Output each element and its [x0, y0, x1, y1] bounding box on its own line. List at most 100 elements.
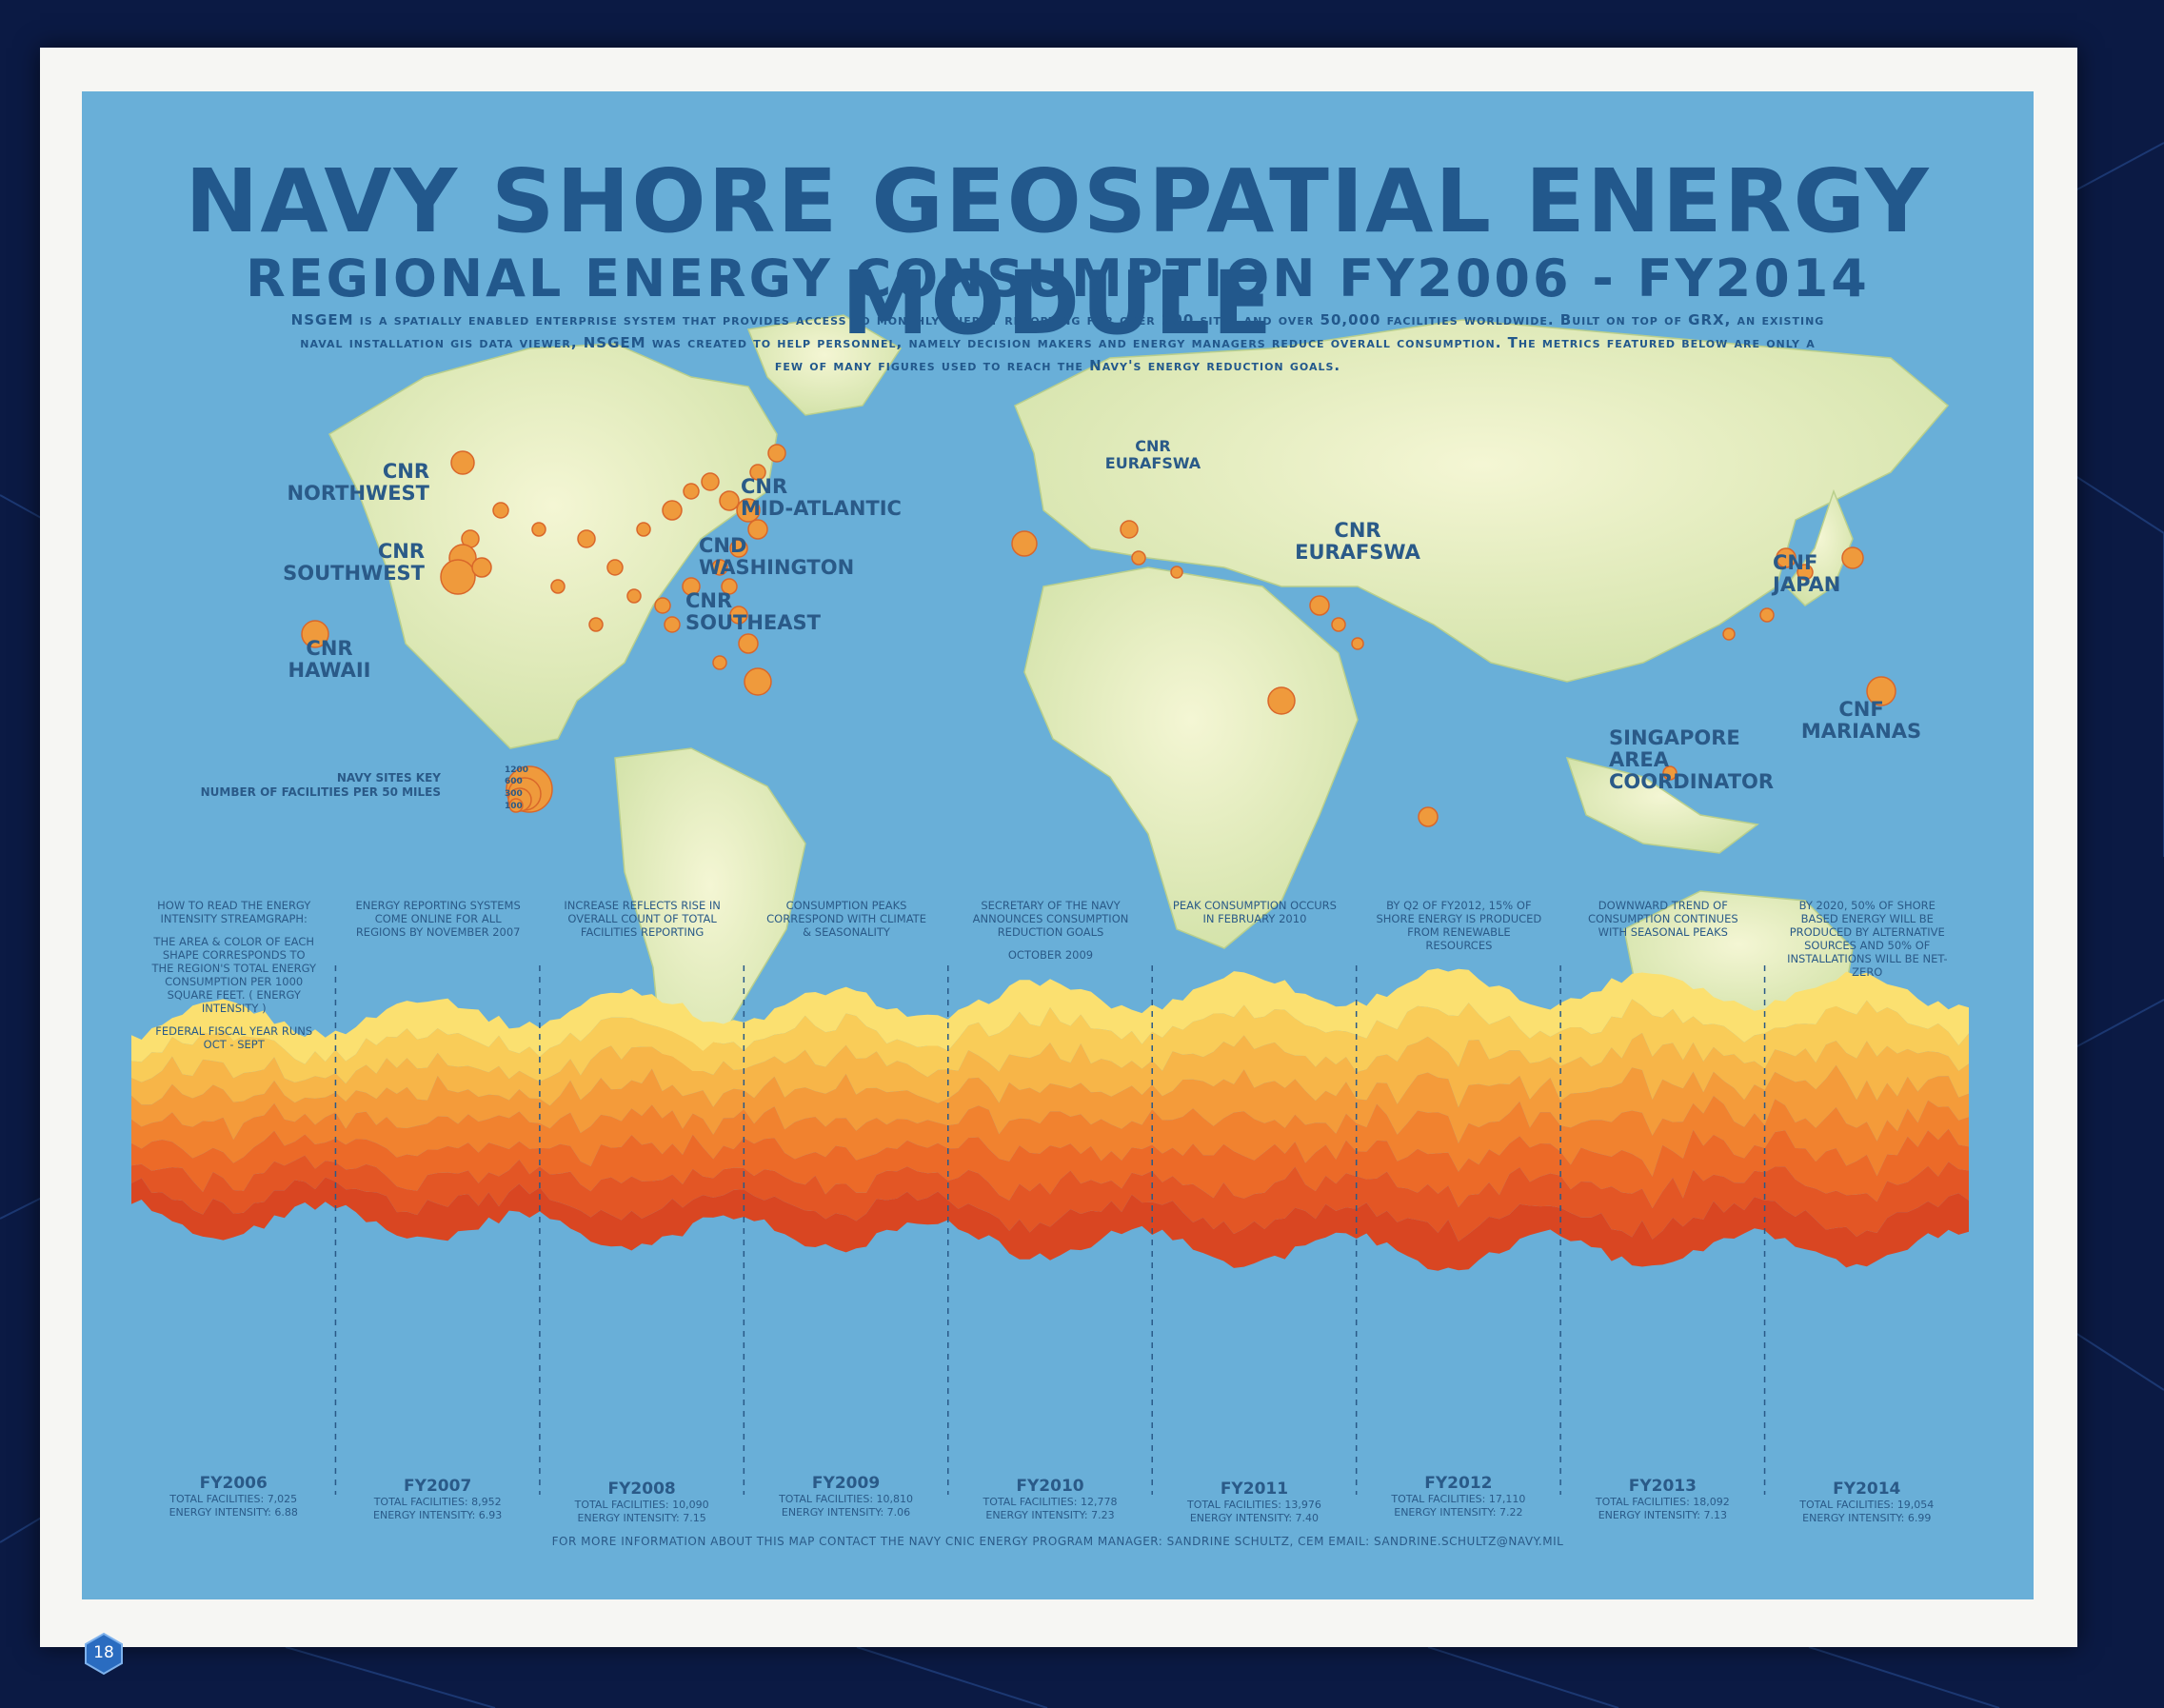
site-marker[interactable] [550, 579, 566, 594]
site-marker[interactable] [440, 559, 476, 595]
fy-total-facilities: TOTAL FACILITIES: 7,025 [169, 1493, 298, 1505]
fy-label-year: FY2012 [1424, 1474, 1493, 1493]
site-marker[interactable] [1309, 595, 1330, 616]
annotation: Energy reporting systems come online for… [355, 899, 522, 948]
fy-total-facilities: TOTAL FACILITIES: 19,054 [1799, 1499, 1935, 1511]
site-marker[interactable] [626, 588, 642, 604]
fy-energy-intensity: ENERGY INTENSITY: 7.23 [985, 1509, 1115, 1521]
site-marker[interactable] [1866, 676, 1896, 706]
site-marker[interactable] [577, 529, 596, 548]
site-marker[interactable] [1841, 546, 1864, 569]
fy-energy-intensity: ENERGY INTENSITY: 7.06 [781, 1506, 911, 1519]
region-label-line: EURAFSWA [1295, 541, 1420, 564]
site-marker[interactable] [701, 472, 720, 491]
fy-total-facilities: TOTAL FACILITIES: 18,092 [1595, 1496, 1730, 1508]
site-marker[interactable] [531, 522, 546, 537]
site-marker[interactable] [682, 577, 701, 596]
fy-label: FY2013 TOTAL FACILITIES: 18,092 ENERGY INT… [1567, 1477, 1757, 1522]
sites-key-subtitle: NUMBER OF FACILITIES PER 50 MILES [200, 785, 441, 799]
site-marker[interactable] [1267, 686, 1296, 715]
poster: NAVY SHORE GEOSPATIAL ENERGY MODULE REGI… [82, 91, 2034, 1599]
region-label-southeast: CNR SOUTHEAST [685, 590, 857, 634]
site-marker[interactable] [736, 498, 761, 523]
site-marker[interactable] [749, 464, 766, 481]
region-label-line: CNR [685, 589, 733, 612]
site-marker[interactable] [744, 667, 772, 696]
page-title: NAVY SHORE GEOSPATIAL ENERGY MODULE [185, 150, 1931, 354]
fy-total-facilities: TOTAL FACILITIES: 10,810 [779, 1493, 914, 1505]
region-label-line: CNF [1773, 551, 1818, 574]
sites-key-legend: NAVY SITES KEY NUMBER OF FACILITIES PER … [134, 771, 441, 800]
intro-line: few of many figures used to reach the Na… [774, 357, 1341, 374]
fy-total-facilities: TOTAL FACILITIES: 10,090 [574, 1499, 709, 1511]
region-label-line: WASHINGTON [699, 556, 855, 579]
fy-energy-intensity: ENERGY INTENSITY: 7.13 [1598, 1509, 1727, 1521]
annotation: How to read the energy intensity streamg… [150, 899, 317, 1061]
site-marker[interactable] [606, 559, 624, 576]
annotation: By Q2 of FY2012, 15% of shore energy is … [1376, 899, 1542, 962]
site-marker[interactable] [1759, 607, 1775, 623]
site-marker[interactable] [1131, 550, 1146, 566]
site-marker[interactable] [664, 616, 681, 633]
site-marker[interactable] [1662, 765, 1678, 781]
region-label-line: SOUTHEAST [685, 611, 821, 634]
site-marker[interactable] [738, 633, 759, 654]
site-marker[interactable] [729, 606, 748, 625]
region-label-eurafswa-europe: CNR EURAFSWA [1082, 438, 1224, 472]
footer-contact: FOR MORE INFORMATION ABOUT THIS MAP CONT… [551, 1535, 1564, 1548]
region-label-japan: CNF JAPAN [1773, 552, 1877, 596]
fy-energy-intensity: ENERGY INTENSITY: 7.15 [577, 1512, 706, 1524]
site-marker[interactable] [1120, 520, 1139, 539]
site-marker[interactable] [508, 798, 524, 813]
annotation-text: The area & color of each shape correspon… [151, 935, 316, 1015]
site-marker[interactable] [1776, 547, 1797, 568]
site-marker[interactable] [712, 655, 727, 670]
stream-layer [131, 1033, 1969, 1108]
site-marker[interactable] [1797, 564, 1814, 581]
site-marker[interactable] [767, 444, 786, 463]
site-marker[interactable] [683, 483, 700, 500]
region-label-singapore: SINGAPORE AREA COORDINATOR [1609, 727, 1799, 793]
site-marker[interactable] [747, 519, 768, 540]
site-marker[interactable] [301, 620, 329, 648]
region-label-line: CNR [306, 637, 353, 660]
fy-label: FY2010 TOTAL FACILITIES: 12,778 ENERGY INT… [955, 1477, 1145, 1522]
stream-layer [131, 968, 1969, 1064]
north-america-landmass [328, 343, 778, 749]
site-marker[interactable] [471, 557, 492, 578]
region-label-hawaii: CNR HAWAII [272, 638, 387, 682]
eurasia-landmass [1014, 319, 1950, 683]
site-marker[interactable] [1011, 530, 1038, 557]
region-label-line: CNR [382, 460, 429, 483]
site-marker[interactable] [721, 578, 738, 595]
fy-label-year: FY2008 [607, 1480, 676, 1499]
site-marker[interactable] [711, 559, 728, 576]
region-label-line: MARIANAS [1800, 720, 1922, 743]
fy-total-facilities: TOTAL FACILITIES: 12,778 [983, 1496, 1118, 1508]
site-marker[interactable] [588, 617, 604, 632]
fy-energy-intensity: ENERGY INTENSITY: 7.22 [1394, 1506, 1523, 1519]
region-label-marianas: CNF MARIANAS [1790, 699, 1933, 743]
region-label-line: SINGAPORE [1609, 726, 1740, 749]
site-marker[interactable] [636, 522, 651, 537]
fy-label: FY2007 TOTAL FACILITIES: 8,952 ENERGY INTE… [343, 1477, 533, 1522]
site-marker[interactable] [1722, 627, 1736, 641]
site-marker[interactable] [1170, 566, 1183, 579]
site-marker[interactable] [1351, 637, 1364, 650]
site-marker[interactable] [1331, 617, 1346, 632]
site-marker[interactable] [719, 490, 740, 511]
site-marker[interactable] [450, 450, 475, 475]
region-label-line: COORDINATOR [1609, 770, 1775, 793]
fy-label-year: FY2006 [199, 1474, 268, 1493]
region-label-line: NORTHWEST [287, 482, 429, 505]
stream-layer [131, 999, 1969, 1084]
annotation-text: Federal fiscal year runs Oct - Sept [155, 1024, 313, 1051]
site-marker[interactable] [492, 502, 509, 519]
annotation: Consumption peaks correspond with climat… [764, 899, 930, 948]
site-marker[interactable] [662, 500, 683, 521]
site-marker[interactable] [1418, 806, 1439, 827]
fy-energy-intensity: ENERGY INTENSITY: 6.88 [169, 1506, 298, 1519]
site-marker[interactable] [654, 597, 671, 614]
site-marker[interactable] [729, 539, 748, 558]
annotation-text: How to read the energy intensity streamg… [157, 899, 311, 925]
